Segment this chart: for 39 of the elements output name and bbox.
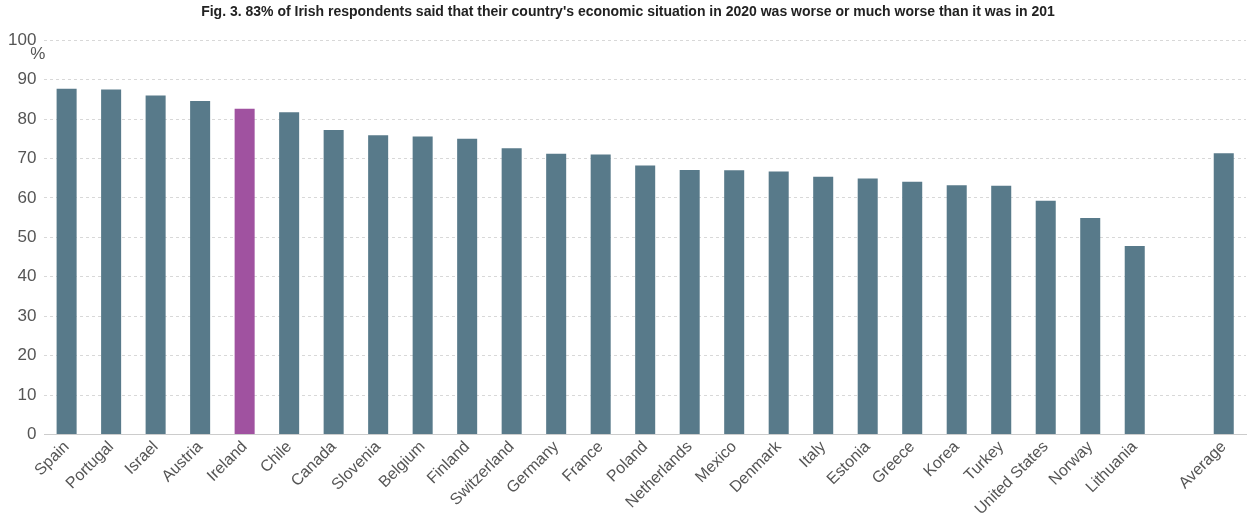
bar — [323, 130, 344, 434]
bar — [501, 148, 522, 434]
bar — [724, 170, 745, 434]
bar — [991, 185, 1012, 434]
chart-title: Fig. 3. 83% of Irish respondents said that their country's economic situation in 2020 was worse or much worse than it was in 201 — [200, 2, 1056, 21]
bar — [679, 169, 700, 434]
bar — [635, 165, 656, 434]
y-tick-label: 40 — [17, 266, 37, 286]
bar — [902, 181, 923, 434]
y-axis-title: % — [30, 44, 46, 64]
bar — [101, 89, 122, 434]
bar — [368, 135, 389, 434]
y-tick-label: 70 — [17, 148, 37, 168]
bar — [1124, 246, 1145, 434]
bar — [56, 88, 77, 434]
bar — [813, 176, 834, 434]
bar — [590, 154, 611, 434]
bar — [145, 95, 166, 434]
y-tick-label: 90 — [17, 69, 37, 89]
y-tick-label: 60 — [17, 187, 37, 207]
bar — [946, 185, 967, 434]
y-tick-label: 80 — [17, 108, 37, 128]
y-tick-label: 30 — [17, 305, 37, 325]
y-tick-label: 50 — [17, 227, 37, 247]
bar — [190, 100, 211, 434]
x-tick-label: Italy — [795, 437, 829, 471]
bar — [768, 171, 789, 434]
y-tick-label: 0 — [26, 424, 37, 444]
bar — [457, 138, 478, 434]
y-tick-label: 10 — [17, 384, 37, 404]
bar — [234, 108, 255, 434]
bar — [1080, 218, 1101, 434]
bar — [279, 112, 300, 434]
bar — [546, 153, 567, 434]
bar — [1213, 153, 1234, 434]
bar — [412, 136, 433, 434]
bar — [857, 178, 878, 434]
y-tick-label: 20 — [17, 345, 37, 365]
bar — [1035, 200, 1056, 434]
